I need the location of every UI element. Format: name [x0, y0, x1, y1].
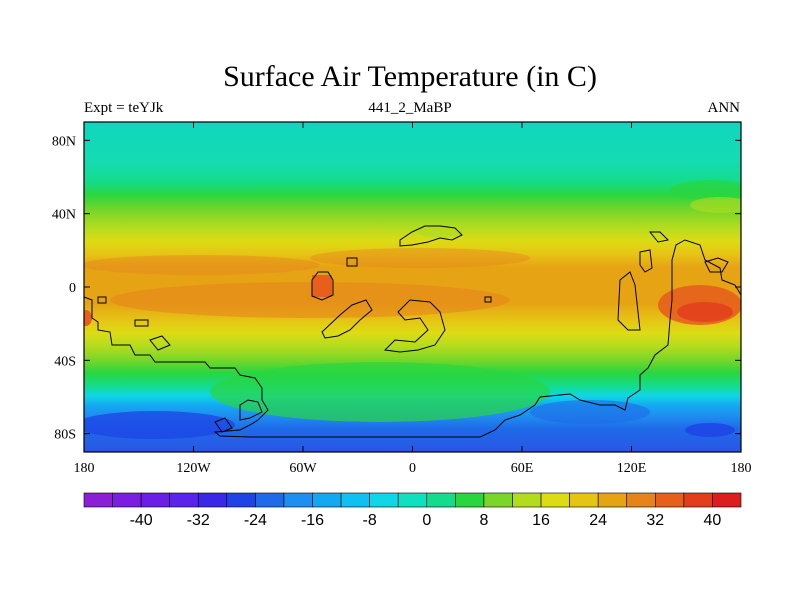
- colorbar-swatch: [197, 492, 228, 508]
- colorbar-label: 24: [589, 512, 607, 529]
- colorbar-label: 8: [479, 512, 488, 529]
- colorbar-swatch: [255, 492, 285, 508]
- tropical-warm-band: [110, 282, 510, 318]
- colorbar-swatch: [140, 492, 170, 508]
- archipelago-west: [321, 299, 373, 339]
- experiment-label: Expt = teYJk: [84, 100, 164, 116]
- temperature-field: [84, 122, 741, 452]
- colorbar-swatch: [683, 492, 713, 508]
- south-ice-outline: [239, 399, 263, 421]
- island-b: [484, 296, 492, 303]
- lat-tick-label: 80N: [52, 134, 76, 149]
- east-midlat-green: [670, 180, 741, 200]
- colorbar-swatch: [455, 492, 485, 508]
- southwest-bay: [149, 335, 171, 351]
- north-tropic-warm: [84, 255, 320, 275]
- island-d: [97, 296, 107, 304]
- colorbar-label: 16: [532, 512, 550, 529]
- colorbar-swatch: [340, 492, 370, 508]
- colorbar: -40 -32 -24 -16 -8 0 8 16 24 32 40: [83, 492, 742, 529]
- north-continent-outline: [399, 225, 463, 247]
- lon-tick-label: 180: [731, 461, 752, 476]
- west-edge-hot-spot: [84, 310, 92, 326]
- southern-cool-lobe: [530, 400, 650, 424]
- colorbar-swatch: [397, 492, 428, 508]
- north-continent-cool: [418, 226, 462, 238]
- ring-island: [383, 299, 446, 353]
- small-hot-continent-outline: [311, 271, 334, 301]
- island-e: [648, 231, 670, 243]
- ice-fragment-2: [214, 417, 233, 433]
- lon-tick-label: 60E: [511, 461, 534, 476]
- lat-tick-label: 80S: [54, 428, 76, 443]
- eastern-hottest-spot: [677, 302, 733, 322]
- colorbar-swatch: [169, 492, 199, 508]
- east-midlat-yellow: [690, 197, 741, 213]
- colorbar-swatch: [426, 492, 456, 508]
- colorbar-label: 0: [422, 512, 431, 529]
- colorbar-swatch: [312, 492, 342, 508]
- small-hot-continent: [312, 275, 332, 297]
- colorbar-label: 32: [646, 512, 664, 529]
- colorbar-label: -8: [363, 512, 377, 529]
- island-c: [134, 319, 149, 327]
- colorbar-swatch: [369, 492, 399, 508]
- island-a: [346, 257, 358, 267]
- continent-outlines: [84, 225, 741, 438]
- lon-tick-label: 0: [409, 461, 416, 476]
- lon-tick-label: 120E: [617, 461, 647, 476]
- east-strip-a: [617, 271, 641, 331]
- east-strip-b: [639, 249, 653, 273]
- season-label: ANN: [707, 100, 741, 116]
- colorbar-label: -32: [187, 512, 210, 529]
- colorbar-swatch: [112, 492, 142, 508]
- colorbar-swatch: [226, 492, 256, 508]
- lon-tick-label: 120W: [176, 461, 211, 476]
- plot-title: Surface Air Temperature (in C): [223, 60, 597, 93]
- colorbar-swatch: [512, 492, 542, 508]
- colorbar-label: -24: [244, 512, 267, 529]
- lat-tick-label: 40N: [52, 208, 76, 223]
- colorbar-label: 40: [704, 512, 722, 529]
- lon-tick-label: 180: [74, 461, 95, 476]
- colorbar-label: -40: [130, 512, 153, 529]
- colorbar-swatch: [655, 492, 685, 508]
- colorbar-swatch: [83, 492, 113, 508]
- north-tropic-warm-2: [310, 248, 530, 268]
- colorbar-swatch: [540, 492, 570, 508]
- latitude-axis: 80N 40N 0 40S 80S: [52, 134, 741, 443]
- colorbar-swatch: [283, 492, 313, 508]
- longitude-axis: 180 120W 60W 0 60E 120E 180: [74, 122, 752, 476]
- southern-cold-pool: [84, 411, 235, 439]
- colorbar-swatch: [483, 492, 513, 508]
- colorbar-swatch: [626, 492, 656, 508]
- lat-tick-label: 0: [69, 281, 76, 296]
- period-label: 441_2_MaBP: [368, 100, 452, 116]
- southern-green-lobe: [210, 362, 550, 422]
- east-strip-c: [704, 257, 729, 273]
- colorbar-label: -16: [301, 512, 324, 529]
- southern-supercontinent: [84, 239, 741, 438]
- colorbar-swatch: [569, 492, 599, 508]
- colorbar-swatch: [712, 492, 742, 508]
- colorbar-swatch: [597, 492, 628, 508]
- lon-tick-label: 60W: [289, 461, 317, 476]
- lat-tick-label: 40S: [54, 354, 76, 369]
- southeast-cold-pool: [685, 423, 735, 437]
